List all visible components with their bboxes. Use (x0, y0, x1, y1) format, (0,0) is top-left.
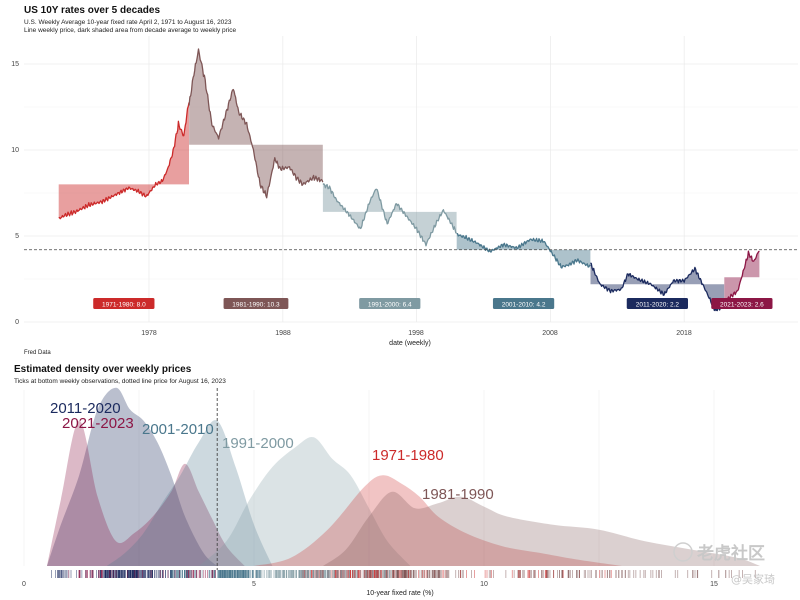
top-decade-label-box-1971-1980 (93, 298, 155, 309)
top-decade-labels: 1971-1980: 8.0 1981-1990: 10.3 1991-2000: … (93, 298, 773, 309)
bottom-density-1981-1990 (323, 491, 760, 566)
bottom-label-1981-1990: 1981-1990 (422, 486, 494, 503)
bottom-density-2001-2010 (106, 420, 273, 566)
top-chart-title: US 10Y rates over 5 decades (24, 5, 160, 16)
bottom-rug-ticks (50, 570, 756, 578)
top-decade-label-2021-2023: 2021-2023: 2.6 (720, 302, 764, 309)
top-x-axis: 1978 1988 1998 2008 2018 (141, 330, 692, 337)
bottom-label-1991-2000: 1991-2000 (222, 435, 294, 452)
bottom-density-1971-1980 (254, 475, 622, 566)
top-decade-label-box-2001-2010 (492, 298, 555, 309)
top-y-tick-10: 10 (11, 147, 19, 154)
top-y-tick-5: 5 (15, 233, 19, 240)
bottom-label-1971-1980: 1971-1980 (372, 447, 444, 464)
top-decade-label-2001-2010: 2001-2010: 4.2 (502, 302, 546, 309)
top-line-2001-2010 (456, 232, 591, 269)
top-decade-label-2011-2020: 2011-2020: 2.2 (636, 302, 680, 309)
bottom-chart-subtitle: Ticks at bottom weekly observations, dot… (14, 378, 226, 385)
top-decade-label-box-1991-2000 (359, 298, 421, 309)
top-decade-label-box-2021-2023 (711, 298, 773, 309)
top-x-tick-1988: 1988 (275, 330, 291, 337)
top-line-1971-1980 (58, 102, 190, 220)
top-caption: Fred Data (24, 350, 51, 356)
top-x-tick-2018: 2018 (676, 330, 692, 337)
bottom-x-tick-10: 10 (480, 581, 488, 588)
top-band-2001-2010 (456, 233, 591, 268)
top-y-tick-15: 15 (11, 61, 19, 68)
top-x-tick-1998: 1998 (408, 330, 424, 337)
top-band-1991-2000 (322, 183, 457, 246)
top-gridlines (24, 36, 798, 323)
bottom-chart-title: Estimated density over weekly prices (14, 364, 192, 375)
top-line-2021-2023 (723, 250, 760, 304)
top-plot-background (24, 36, 798, 322)
top-x-tick-2008: 2008 (542, 330, 558, 337)
bottom-x-axis-label: 10-year fixed rate (%) (366, 590, 433, 597)
top-line-1981-1990 (188, 48, 324, 199)
top-chart-subtitle-2: Line weekly price, dark shaded area from… (24, 27, 236, 34)
top-x-axis-label: date (weekly) (389, 340, 431, 347)
top-rate-lines (58, 48, 760, 312)
top-x-tick-1978: 1978 (141, 330, 157, 337)
bottom-density-areas (47, 387, 760, 566)
top-line-2011-2020 (590, 262, 725, 312)
top-decade-label-1971-1980: 1971-1980: 8.0 (102, 302, 146, 309)
top-band-1971-1980 (58, 102, 190, 219)
bottom-density-2011-2020 (47, 387, 218, 566)
bottom-x-tick-0: 0 (22, 581, 26, 588)
top-line-1991-2000 (322, 183, 457, 247)
bottom-label-2021-2023: 2021-2023 (62, 415, 134, 432)
bottom-label-2001-2010: 2001-2010 (142, 421, 214, 438)
bottom-x-axis: 0 5 10 15 (22, 581, 718, 588)
top-decade-label-1981-1990: 1981-1990: 10.3 (232, 302, 280, 309)
top-decade-label-box-1981-1990 (223, 298, 289, 309)
bottom-density-1991-2000 (198, 436, 411, 566)
top-y-axis: 0 5 10 15 (11, 61, 19, 326)
watermark-brand: 老虎社区 (696, 543, 765, 564)
bottom-x-tick-15: 15 (710, 581, 718, 588)
bottom-gridlines (23, 390, 715, 566)
bottom-x-tick-5: 5 (252, 581, 256, 588)
top-chart-subtitle-1: U.S. Weekly Average 10-year fixed rate A… (24, 19, 232, 26)
watermark-author: @吴家琦 (731, 572, 775, 586)
top-y-tick-0: 0 (15, 319, 19, 326)
top-decade-label-1991-2000: 1991-2000: 6.4 (368, 302, 412, 309)
top-band-1981-1990 (189, 49, 323, 198)
top-decade-label-box-2011-2020 (626, 298, 688, 309)
watermark: 老虎社区 @吴家琦 (673, 542, 775, 586)
bottom-label-2011-2020: 2011-2020 (50, 400, 121, 417)
watermark-logo-icon (673, 542, 693, 562)
bottom-density-2021-2023 (47, 420, 245, 566)
